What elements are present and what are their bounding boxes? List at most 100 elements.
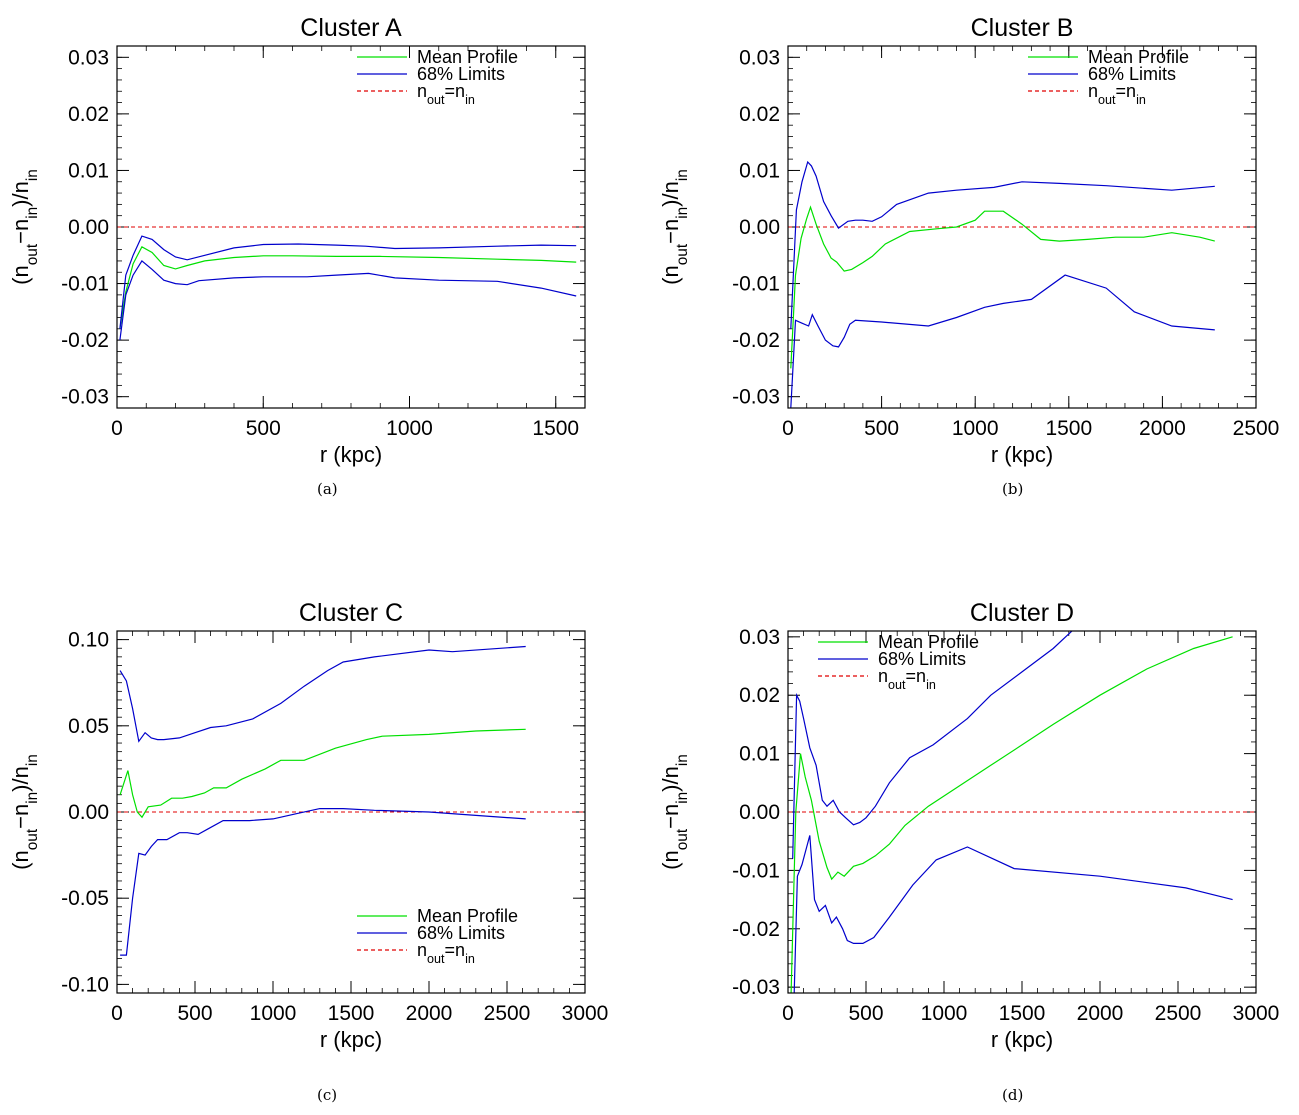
x-tick-label: 1000 [952,417,999,440]
chart-b-svg: Cluster B 0 500 1000 1500 2000 2500 -0.03 -0.02 -… [658,14,1280,467]
x-axis-label: r (kpc) [320,442,382,467]
y-tick-label: -0.02 [732,918,780,941]
y-tick-label: 0.00 [68,801,109,824]
legend-ref-label: nout=nin [1088,81,1146,107]
chart-title-b: Cluster B [971,14,1074,42]
y-tick-label: -0.03 [732,386,780,409]
limit-line-2 [790,274,1215,408]
x-axis-label: r (kpc) [991,1027,1053,1052]
y-tick-label: 0.01 [68,159,109,182]
caption-b: (b) [1002,480,1024,498]
legend-limits-label: 68% Limits [878,649,966,669]
chart-panel-d: Cluster D 0 500 1000 1500 2000 2500 3000 -0.03 -0… [650,570,1290,1110]
plot-frame [787,45,1257,409]
y-tick-label: 0.01 [739,159,780,182]
x-tick-label: 0 [111,417,123,440]
y-tick-label: -0.03 [61,386,109,409]
x-tick-label: 3000 [1233,1002,1280,1025]
legend-limits-label: 68% Limits [417,64,505,84]
limit-line-2 [120,808,526,956]
y-tick-label: 0.01 [739,743,780,766]
legend-ref-label: nout=nin [878,666,936,692]
chart-title-a: Cluster A [300,14,402,42]
x-tick-label: 2000 [406,1002,453,1025]
y-tick-label: 0.03 [739,626,780,649]
x-tick-label: 1500 [1045,417,1092,440]
x-axis-label: r (kpc) [320,1027,382,1052]
x-tick-label: 2500 [1233,417,1280,440]
mean-profile-line [790,636,1233,993]
x-tick-label: 500 [848,1002,883,1025]
chart-panel-a: Cluster A 0 500 1000 1500 -0.03 -0.02 -0.01 0.00… [0,0,640,540]
y-tick-label: -0.01 [61,273,109,296]
y-tick-label: 0.02 [739,103,780,126]
y-tick-label: -0.05 [61,887,109,910]
y-axis-label: (nout−nin)/nin [8,169,41,285]
legend-mean-label: Mean Profile [417,906,518,926]
legend-ref-label: nout=nin [417,81,475,107]
legend-ref-label: nout=nin [417,940,475,966]
x-tick-label: 2000 [1077,1002,1124,1025]
caption-c: (c) [317,1086,338,1104]
mean-profile-line [119,245,577,329]
limit-line-1 [792,631,1073,859]
chart-title-c: Cluster C [299,599,403,627]
limit-line-2 [119,259,577,341]
x-tick-label: 2500 [1155,1002,1202,1025]
y-tick-label: 0.10 [68,629,109,652]
plot-frame [116,45,586,409]
plot-frame [787,630,1257,994]
limit-line-1 [119,235,577,329]
limit-line-1 [790,160,1215,329]
y-tick-label: -0.03 [732,976,780,999]
x-tick-label: 500 [864,417,899,440]
chart-d-svg: Cluster D 0 500 1000 1500 2000 2500 3000 -0.03 -0… [658,599,1280,1052]
y-tick-label: 0.03 [739,46,780,69]
chart-c-svg: Cluster C 0 500 1000 1500 2000 2500 3000 -0.10 -0… [8,599,609,1052]
mean-profile-line [790,205,1215,369]
y-axis-label: (nout−nin)/nin [658,169,691,285]
y-tick-label: 0.02 [68,103,109,126]
x-tick-label: 0 [782,417,794,440]
y-tick-label: 0.03 [68,46,109,69]
legend-limits-label: 68% Limits [1088,64,1176,84]
y-tick-label: 0.05 [68,715,109,738]
chart-panel-c: Cluster C 0 500 1000 1500 2000 2500 3000 -0.10 -0… [0,570,640,1110]
limit-line-2 [793,835,1233,993]
y-tick-label: 0.00 [739,801,780,824]
chart-a-svg: Cluster A 0 500 1000 1500 -0.03 -0.02 -0.01 0.00… [8,14,586,467]
caption-a: (a) [317,480,338,498]
y-tick-label: -0.01 [732,273,780,296]
caption-d: (d) [1002,1086,1024,1104]
chart-panel-b: Cluster B 0 500 1000 1500 2000 2500 -0.03 -0.02 -… [650,0,1290,540]
x-tick-label: 1000 [921,1002,968,1025]
x-tick-label: 2500 [484,1002,531,1025]
y-axis-label: (nout−nin)/nin [658,754,691,870]
y-tick-label: 0.00 [739,216,780,239]
mean-profile-line [119,728,526,819]
y-tick-label: -0.02 [61,329,109,352]
y-tick-label: -0.02 [732,329,780,352]
x-tick-label: 2000 [1139,417,1186,440]
limit-line-1 [119,645,526,743]
y-tick-label: -0.10 [61,973,109,996]
x-tick-label: 1500 [328,1002,375,1025]
x-tick-label: 0 [782,1002,794,1025]
y-tick-label: -0.01 [732,859,780,882]
y-axis-label: (nout−nin)/nin [8,754,41,870]
x-tick-label: 1000 [250,1002,297,1025]
legend-mean-label: Mean Profile [878,632,979,652]
legend-mean-label: Mean Profile [1088,47,1189,67]
legend-mean-label: Mean Profile [417,47,518,67]
chart-title-d: Cluster D [970,599,1074,627]
x-tick-label: 500 [177,1002,212,1025]
x-tick-label: 0 [111,1002,123,1025]
x-tick-label: 3000 [562,1002,609,1025]
plot-frame [116,630,586,994]
y-tick-label: 0.00 [68,216,109,239]
x-tick-label: 1500 [532,417,579,440]
y-tick-label: 0.02 [739,684,780,707]
legend-limits-label: 68% Limits [417,923,505,943]
x-tick-label: 1000 [386,417,433,440]
x-axis-label: r (kpc) [991,442,1053,467]
